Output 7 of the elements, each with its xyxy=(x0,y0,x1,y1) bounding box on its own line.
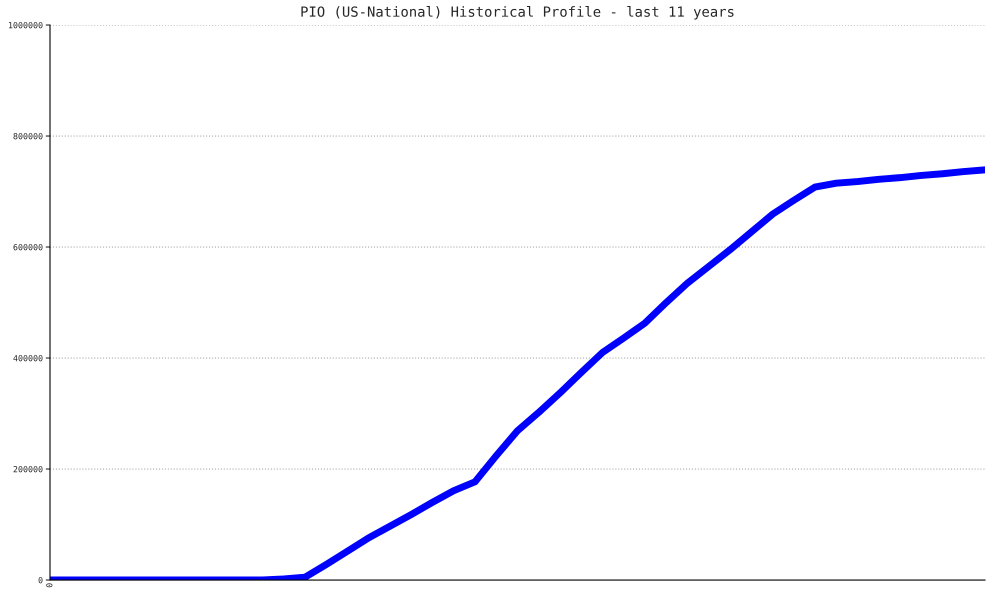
y-tick-label: 0 xyxy=(38,577,43,584)
y-tick-label: 200000 xyxy=(14,466,43,472)
y-tick-label: 600000 xyxy=(13,244,43,250)
y-tick-label: 1000000 xyxy=(8,22,43,28)
y-tick-label: 800000 xyxy=(13,133,43,140)
chart-title: PIO (US-National) Historical Profile - last 11 years xyxy=(301,6,734,20)
y-tick-label: 400000 xyxy=(13,355,43,362)
